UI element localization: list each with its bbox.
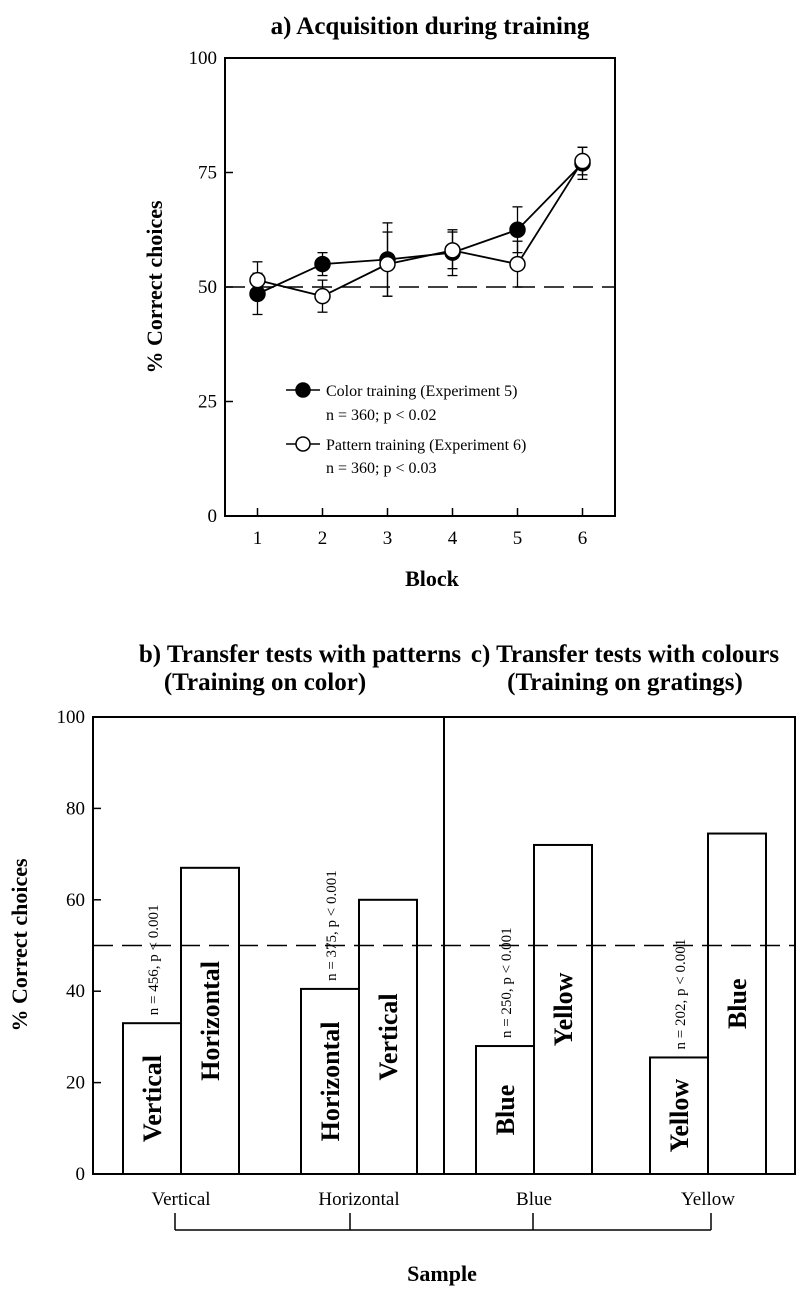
stat-annotation: n = 375, p < 0.001: [324, 870, 340, 981]
bar-group-blue: Blue Yellow n = 250, p < 0.001: [475, 843, 593, 1176]
data-point: [574, 152, 591, 170]
panel-a-y-tick-label: 100: [189, 48, 218, 69]
bar-label: Blue: [491, 1085, 520, 1136]
stat-annotation: n = 250, p < 0.001: [499, 927, 515, 1038]
bar-label: Yellow: [549, 972, 578, 1046]
panel-a-x-tick-label: 1: [253, 528, 263, 549]
panel-a-y-tick-label: 0: [208, 506, 218, 527]
panel-a-x-tick-label: 6: [578, 528, 588, 549]
sample-label: Horizontal: [318, 1189, 399, 1210]
panel-a-series: [249, 146, 591, 316]
panel-a-y-axis-label: % Correct choices: [142, 200, 167, 374]
legend-stats-color: n = 360; p < 0.02: [326, 407, 437, 424]
series-line: [257, 160, 584, 298]
bar-label: Vertical: [374, 993, 403, 1080]
bar: [649, 1056, 709, 1175]
data-point: [249, 271, 266, 289]
panel-a-y-axis: 0 25 50 75 100: [189, 48, 233, 527]
panel-a-title: a) Acquisition during training: [271, 13, 590, 40]
bar-label: Yellow: [665, 1079, 694, 1153]
bar: [533, 843, 593, 1176]
panel-a-x-tick-label: 4: [448, 528, 458, 549]
legend-label-color: Color training (Experiment 5): [326, 383, 518, 400]
bar-group-yellow: Yellow Blue n = 202, p < 0.001: [649, 832, 767, 1175]
panel-bc-sample-labels: Vertical Horizontal Blue Yellow: [151, 1189, 735, 1210]
bar-label: Horizontal: [196, 961, 225, 1081]
data-point: [314, 255, 331, 273]
series-pattern-training: [249, 146, 591, 313]
sample-bracket: [174, 1213, 712, 1231]
panel-c-title-line2: (Training on gratings): [507, 669, 743, 696]
bar: [707, 832, 767, 1175]
bar-label: Horizontal: [316, 1022, 345, 1142]
panel-b-title-line2: (Training on color): [164, 669, 366, 696]
panel-bc-y-tick-label: 40: [66, 981, 85, 1002]
sample-label: Yellow: [681, 1189, 735, 1210]
stat-annotation: n = 202, p < 0.001: [673, 939, 689, 1050]
panel-bc-y-tick-label: 0: [76, 1164, 86, 1185]
sample-label: Vertical: [151, 1189, 210, 1210]
data-point: [379, 255, 396, 273]
panel-a-x-tick-label: 5: [513, 528, 523, 549]
panel-a-x-tick-label: 2: [318, 528, 328, 549]
panel-a-x-tick-label: 3: [383, 528, 393, 549]
panel-bc-y-axis: 0 20 40 60 80 100: [57, 707, 101, 1185]
bar: [475, 1045, 535, 1176]
bar-label: Vertical: [138, 1055, 167, 1142]
panel-bc-x-axis-label: Sample: [407, 1261, 477, 1286]
panel-bc-y-tick-label: 60: [66, 890, 85, 911]
bar: [300, 987, 360, 1175]
data-point: [509, 255, 526, 273]
panel-b-title-line1: b) Transfer tests with patterns: [139, 641, 461, 668]
panel-a-legend: Color training (Experiment 5) n = 360; p…: [286, 382, 526, 477]
legend-marker-color: [295, 382, 311, 398]
sample-label: Blue: [516, 1189, 552, 1210]
panel-a-x-axis-label: Block: [405, 566, 460, 591]
panel-bc-y-axis-label: % Correct choices: [7, 858, 32, 1032]
legend-label-pattern: Pattern training (Experiment 6): [326, 437, 526, 454]
legend-marker-pattern: [295, 436, 311, 452]
panel-bc-y-tick-label: 100: [57, 707, 86, 728]
stat-annotation: n = 456, p < 0.001: [146, 905, 162, 1016]
bar-group-vertical: Vertical Horizontal n = 456, p < 0.001: [122, 866, 240, 1175]
panel-bc-bar-chart: b) Transfer tests with patterns (Trainin…: [7, 641, 796, 1286]
panel-a-line-chart: a) Acquisition during training 025507510…: [142, 13, 616, 591]
panel-a-x-axis: 1 2 3 4 5 6: [253, 508, 588, 549]
panel-c-title-line1: c) Transfer tests with colours: [471, 641, 780, 668]
panel-bc-y-tick-label: 80: [66, 798, 85, 819]
panel-a-y-tick-label: 50: [198, 277, 217, 298]
data-point: [444, 242, 461, 259]
panel-a-y-tick-label: 75: [198, 163, 217, 184]
legend-stats-pattern: n = 360; p < 0.03: [326, 460, 437, 477]
bar: [180, 866, 240, 1175]
panel-bc-y-tick-label: 20: [66, 1073, 85, 1094]
bar-label: Blue: [723, 978, 752, 1029]
data-point: [314, 287, 331, 305]
bar-group-horizontal: Horizontal Vertical n = 375, p < 0.001: [300, 870, 418, 1175]
series-line: [257, 162, 584, 295]
data-point: [509, 221, 526, 238]
bar: [122, 1022, 182, 1175]
panel-a-y-tick-label: 25: [198, 392, 217, 413]
